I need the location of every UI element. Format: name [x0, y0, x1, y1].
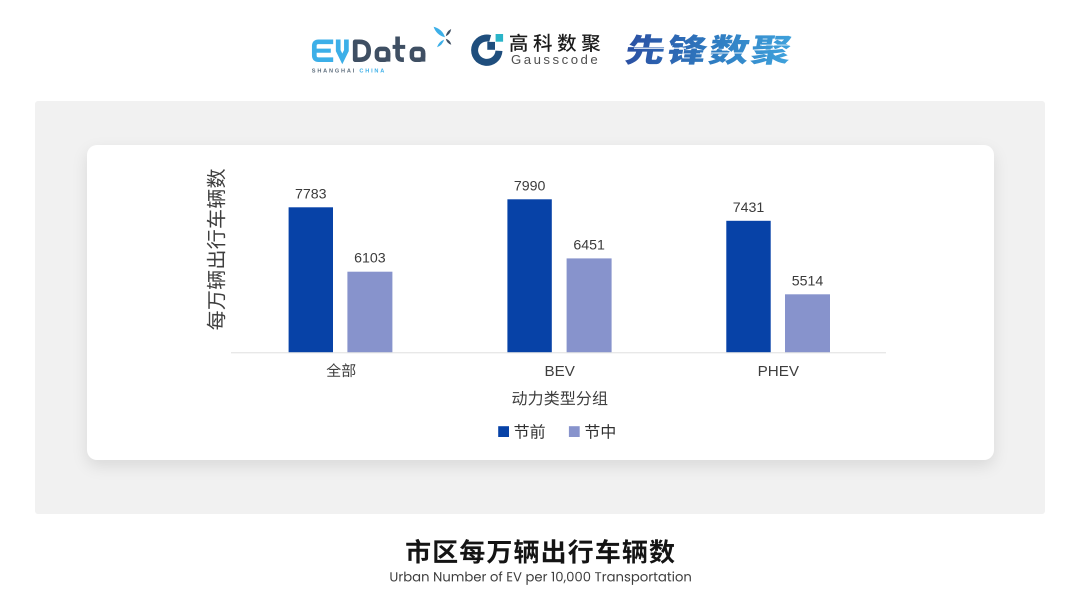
- svg-text:BEV: BEV: [545, 363, 576, 380]
- svg-text:PHEV: PHEV: [758, 363, 800, 380]
- svg-text:6451: 6451: [573, 237, 605, 253]
- svg-text:5514: 5514: [792, 273, 824, 289]
- svg-text:Gausscode: Gausscode: [511, 52, 600, 67]
- svg-text:7783: 7783: [295, 186, 327, 202]
- svg-text:7990: 7990: [514, 178, 546, 194]
- svg-text:SHANGHAI CHINA: SHANGHAI CHINA: [312, 69, 386, 75]
- svg-text:6103: 6103: [354, 251, 386, 267]
- svg-text:7431: 7431: [733, 200, 765, 216]
